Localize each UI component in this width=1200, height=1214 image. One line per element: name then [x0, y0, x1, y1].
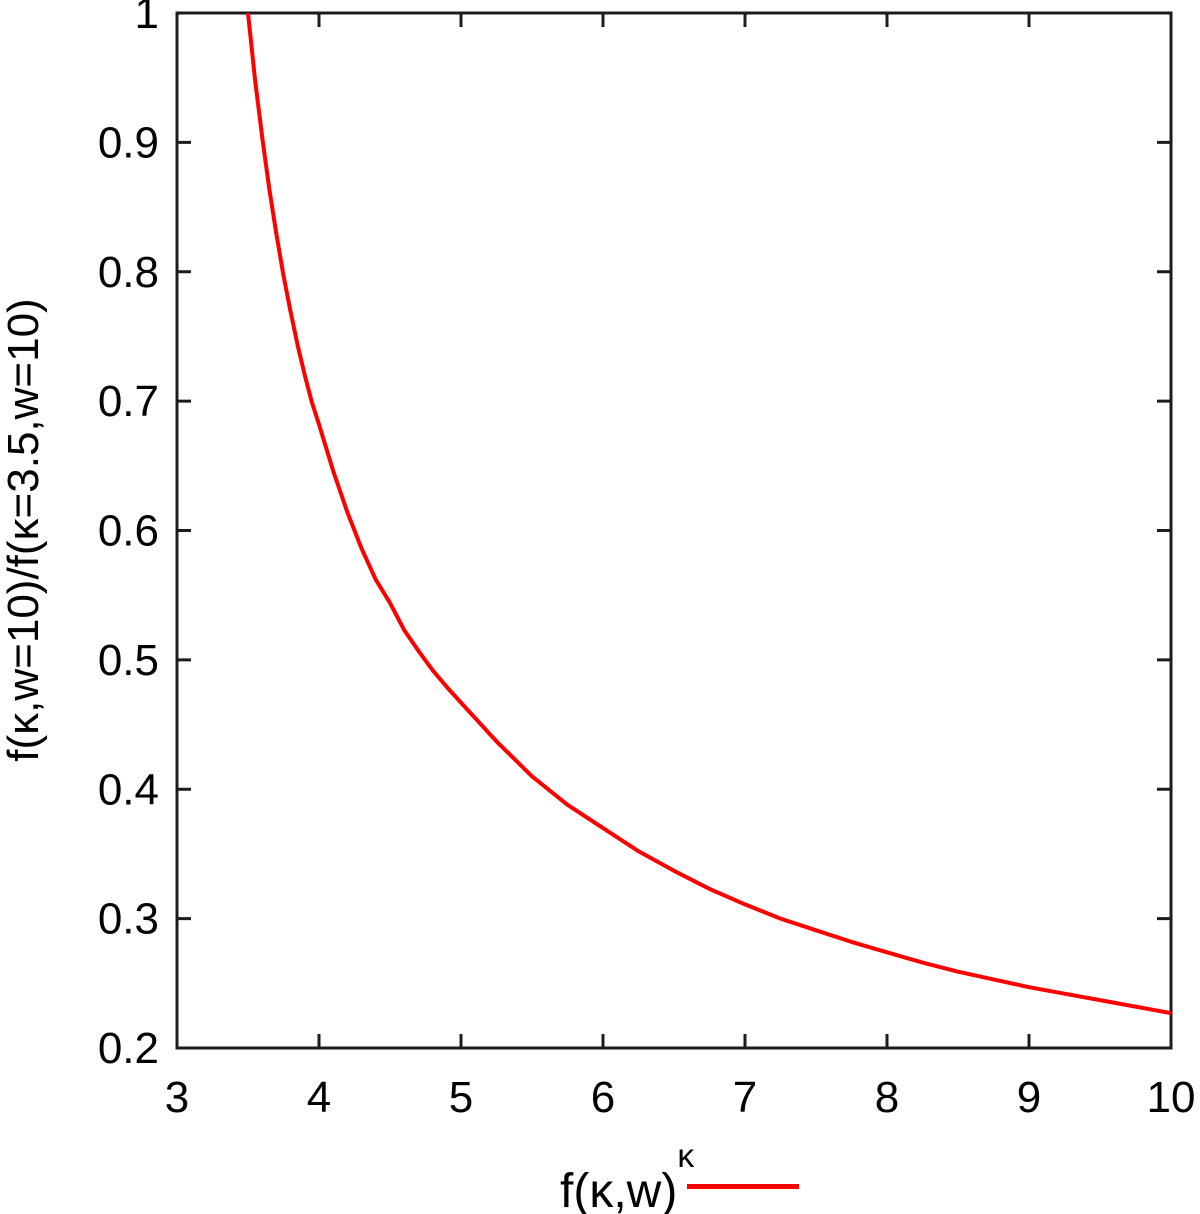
legend-line-sample [687, 1184, 799, 1189]
x-tick-label: 7 [733, 1073, 757, 1122]
x-tick-label: 3 [165, 1073, 189, 1122]
y-tick-label: 0.6 [98, 507, 159, 556]
x-tick-label: 8 [875, 1073, 899, 1122]
y-tick-label: 1 [135, 0, 159, 38]
x-tick-label: 5 [449, 1073, 473, 1122]
legend-label-superscript: κ [677, 1137, 695, 1175]
y-tick-label: 0.5 [98, 636, 159, 685]
plot-border [175, 11, 1173, 1050]
series-line [246, 12, 1172, 1016]
y-axis-title: f(κ,w=10)/f(κ=3.5,w=10) [0, 298, 48, 762]
y-tick-label: 0.3 [98, 895, 159, 944]
y-tick-label: 0.8 [98, 248, 159, 297]
x-tick-label: 4 [307, 1073, 331, 1122]
y-tick-label: 0.4 [98, 765, 159, 814]
legend-label: f(κ,w)κ [560, 1139, 694, 1214]
y-tick-label: 0.7 [98, 377, 159, 426]
x-tick-label: 10 [1147, 1073, 1196, 1122]
x-tick-label: 9 [1017, 1073, 1041, 1122]
legend-label-base: f(κ,w) [560, 1165, 678, 1214]
y-tick-label: 0.9 [98, 118, 159, 167]
y-tick-label: 0.2 [98, 1024, 159, 1073]
x-tick-label: 6 [591, 1073, 615, 1122]
